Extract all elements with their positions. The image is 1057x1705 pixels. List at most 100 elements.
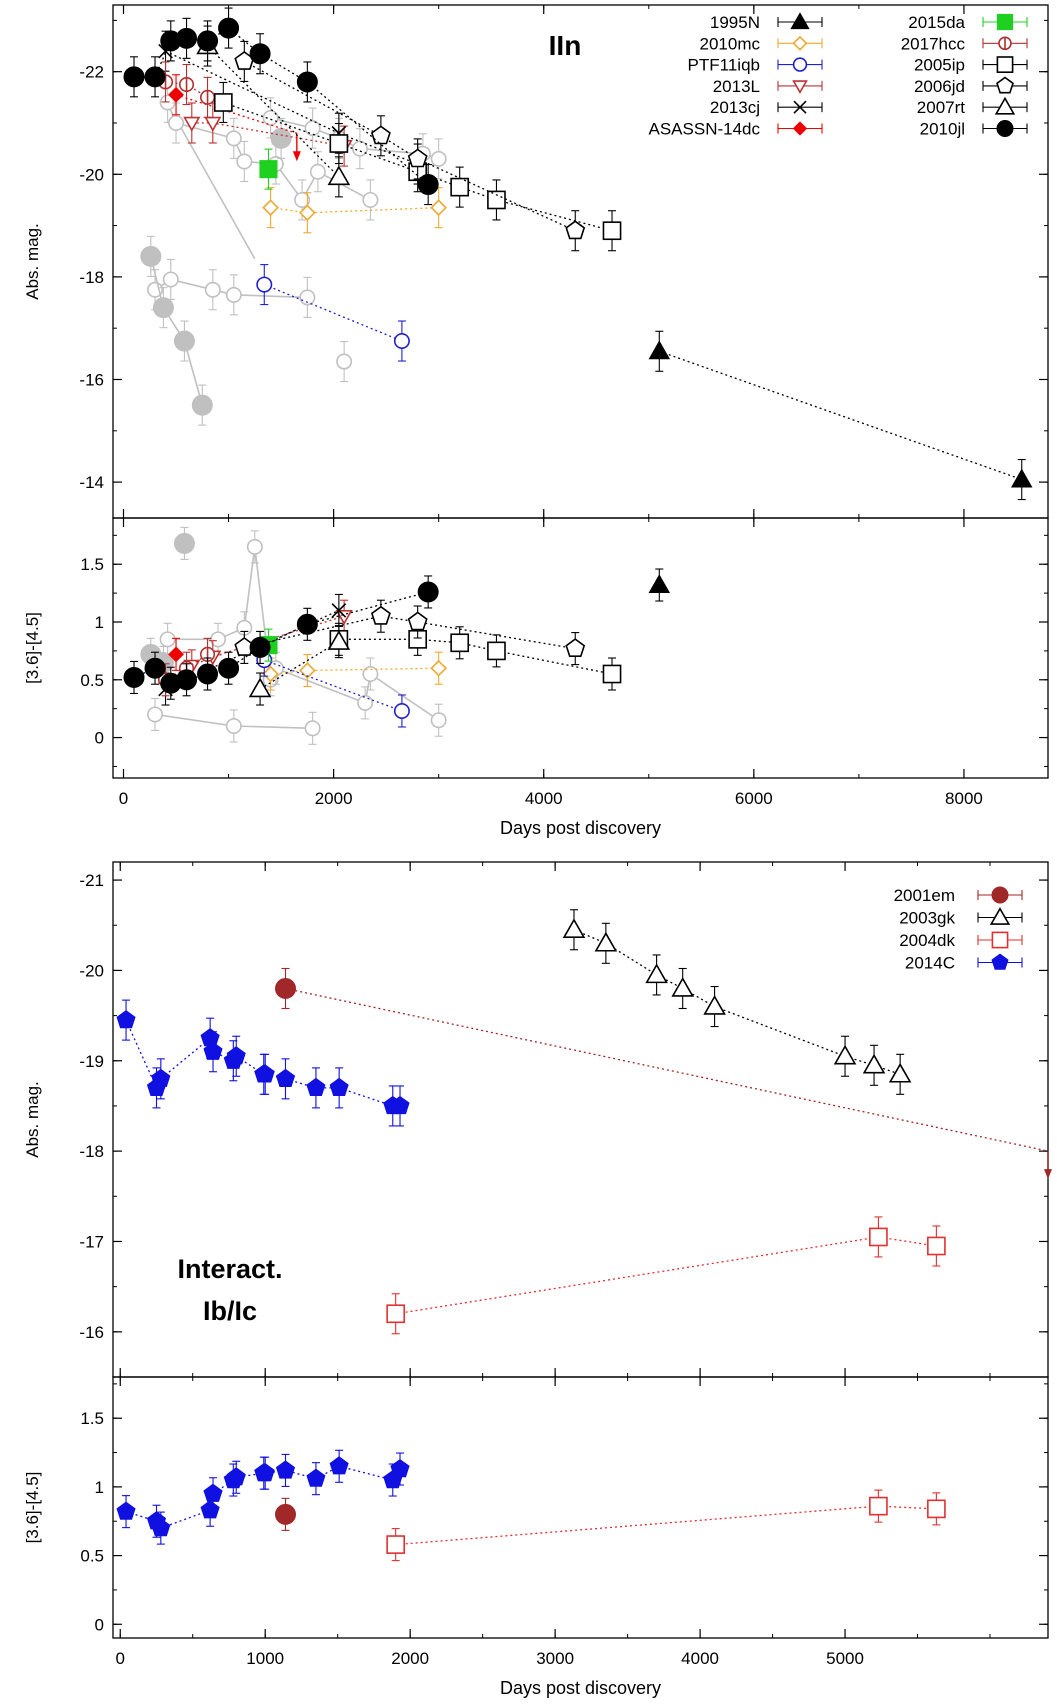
data-point [390,1458,410,1478]
data-point [296,613,318,635]
data-point [178,76,195,93]
data-point [256,276,273,293]
series-PTF11iqb [256,264,410,362]
data-point [362,665,379,682]
y-tick-label: 0.5 [80,1547,104,1566]
data-point [793,100,807,114]
x-axis-label: Days post discovery [500,818,661,838]
data-point [304,120,321,137]
series-line [259,641,340,690]
series-line [395,1236,937,1315]
data-point [204,116,222,132]
y-tick-label: 1.5 [80,1409,104,1428]
data-point [351,140,368,157]
legend-label: 2001em [894,886,955,905]
series-2001em [275,1497,297,1531]
y-tick-label: -19 [79,1052,104,1071]
data-point [386,1535,406,1554]
series-line [175,94,297,134]
series-line [264,659,403,712]
y-tick-label: -20 [79,961,104,980]
data-point [602,664,622,684]
data-point [259,160,278,179]
x-tick-label: 6000 [735,789,773,808]
data-point [309,163,326,180]
series-2004dk [386,1489,946,1562]
x-tick-label: 8000 [945,789,983,808]
legend-label: 2013L [713,77,760,96]
data-point [996,120,1014,137]
data-point [1010,468,1033,488]
series-1995N [648,568,671,602]
series-line [395,1505,937,1546]
data-point [144,657,166,679]
y-tick-label: 1 [95,1478,104,1497]
data-point [327,630,351,650]
data-point [991,953,1009,970]
data-point [594,931,618,952]
data-point [994,96,1016,115]
data-point [299,289,316,306]
data-point [927,1499,946,1519]
y-tick-label: 0 [95,1615,104,1634]
data-point [159,631,176,648]
data-point [386,1304,406,1324]
x-tick-label: 3000 [536,1649,574,1668]
data-point [203,1483,223,1502]
data-point [183,116,201,132]
series-2005ip [213,81,622,252]
data-point [430,712,447,729]
data-point [218,17,240,39]
y-axis-label: [3.6]-[4.5] [23,1472,42,1544]
data-point [327,165,351,186]
data-point [565,220,586,240]
legend-label: 2006jd [914,77,965,96]
legend-label: 2005ip [914,56,965,75]
data-point [144,66,166,88]
y-tick-label: -16 [79,370,104,389]
data-point [430,150,447,167]
chart-panel-iin-mag: -22 -20 -18 -16 -14 Abs. mag. IIn 1995N 2010mc PT… [23,4,1049,519]
data-point [407,611,428,631]
series-comparison-5 [270,117,292,159]
data-point [362,191,379,208]
data-point [565,638,586,658]
data-point [218,657,240,679]
data-point [996,13,1014,31]
data-point [329,1077,349,1096]
data-point [176,669,198,691]
data-point [407,148,428,168]
data-point [417,581,439,603]
data-point [275,1068,296,1087]
data-point [168,114,185,131]
y-tick-label: 0 [95,729,104,748]
data-point [249,43,271,65]
data-point [197,663,219,685]
series-line [167,546,272,680]
x-tick-label: 0 [116,1649,125,1668]
series-comparison-2 [147,258,316,318]
series-1995N [648,330,1033,501]
series-line [270,206,439,214]
data-point [996,56,1014,73]
data-point [151,1518,171,1537]
data-point [450,633,470,653]
data-point [329,1456,349,1475]
data-point [862,1053,886,1074]
series-2006jd [234,40,586,252]
data-point [645,963,668,984]
x-tick-label: 2000 [315,789,353,808]
data-point [152,297,174,319]
data-point [262,199,279,216]
data-point [275,977,297,999]
data-point [116,1010,136,1029]
x-tick-label: 0 [119,789,128,808]
data-point [671,976,694,997]
data-point [213,93,233,112]
x-axis-label: Days post discovery [500,1678,661,1698]
data-point [996,76,1014,94]
legend-label: 2017hcc [901,34,966,53]
data-point [648,340,671,360]
data-point [168,86,184,103]
chart-title-line: Ib/Ic [203,1296,257,1326]
